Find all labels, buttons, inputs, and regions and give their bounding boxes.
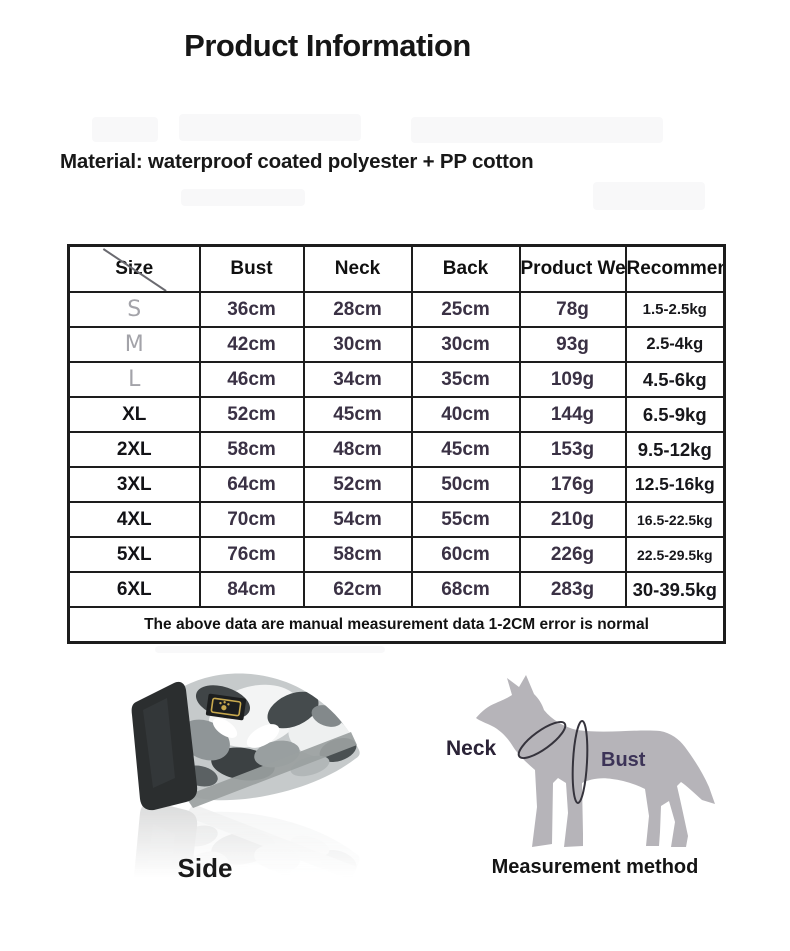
size-cell: 6XL <box>67 571 201 608</box>
size-cell: 4XL <box>67 501 201 538</box>
dog-silhouette <box>476 675 715 847</box>
weight-cell: 176g <box>518 466 627 503</box>
back-cell: 50cm <box>410 466 521 503</box>
faded-watermark <box>181 189 305 206</box>
bust-cell: 52cm <box>198 396 305 433</box>
column-header-neck: Neck <box>302 244 413 293</box>
size-cell: L <box>67 361 201 398</box>
table-row: 5XL 76cm 58cm 60cm 226g 22.5-29.5kg <box>67 536 726 573</box>
neck-cell: 48cm <box>302 431 413 468</box>
neck-cell: 34cm <box>302 361 413 398</box>
recommended-weight-cell: 2.5-4kg <box>624 326 726 363</box>
bust-cell: 42cm <box>198 326 305 363</box>
back-cell: 45cm <box>410 431 521 468</box>
neck-cell: 45cm <box>302 396 413 433</box>
bust-cell: 64cm <box>198 466 305 503</box>
jacket-side-image <box>105 673 395 903</box>
table-header-row: Size Bust Neck Back Product Weight Recom… <box>67 244 726 293</box>
column-header-back: Back <box>410 244 521 293</box>
table-row: S 36cm 28cm 25cm 78g 1.5-2.5kg <box>67 291 726 328</box>
recommended-weight-cell: 6.5-9kg <box>624 396 726 433</box>
recommended-weight-cell: 22.5-29.5kg <box>624 536 726 573</box>
neck-cell: 58cm <box>302 536 413 573</box>
size-cell: 5XL <box>67 536 201 573</box>
weight-cell: 153g <box>518 431 627 468</box>
size-table: Size Bust Neck Back Product Weight Recom… <box>67 244 726 644</box>
column-header-recommended-weight: Recommended Weight <box>624 244 726 293</box>
column-header-product-weight: Product Weight <box>518 244 627 293</box>
neck-label: Neck <box>446 737 497 760</box>
table-row: 6XL 84cm 62cm 68cm 283g 30-39.5kg <box>67 571 726 608</box>
weight-cell: 210g <box>518 501 627 538</box>
size-cell: XL <box>67 396 201 433</box>
neck-cell: 54cm <box>302 501 413 538</box>
back-cell: 40cm <box>410 396 521 433</box>
neck-cell: 30cm <box>302 326 413 363</box>
table-row: 2XL 58cm 48cm 45cm 153g 9.5-12kg <box>67 431 726 468</box>
table-row: M 42cm 30cm 30cm 93g 2.5-4kg <box>67 326 726 363</box>
material-description: Material: waterproof coated polyester + … <box>60 150 534 173</box>
back-cell: 25cm <box>410 291 521 328</box>
table-footnote-row: The above data are manual measurement da… <box>67 606 726 644</box>
column-header-bust: Bust <box>198 244 305 293</box>
column-header-size: Size <box>67 244 201 293</box>
weight-cell: 144g <box>518 396 627 433</box>
table-row: XL 52cm 45cm 40cm 144g 6.5-9kg <box>67 396 726 433</box>
weight-cell: 226g <box>518 536 627 573</box>
recommended-weight-cell: 30-39.5kg <box>624 571 726 608</box>
page-title: Product Information <box>184 28 471 63</box>
weight-cell: 78g <box>518 291 627 328</box>
neck-measure-line <box>517 721 567 759</box>
back-cell: 35cm <box>410 361 521 398</box>
size-cell: 2XL <box>67 431 201 468</box>
weight-cell: 109g <box>518 361 627 398</box>
back-cell: 60cm <box>410 536 521 573</box>
weight-cell: 283g <box>518 571 627 608</box>
size-cell: 3XL <box>67 466 201 503</box>
jacket-brand-label <box>205 693 247 721</box>
dog-measurement-diagram <box>476 675 715 847</box>
back-cell: 30cm <box>410 326 521 363</box>
faded-watermark <box>179 114 361 141</box>
neck-cell: 28cm <box>302 291 413 328</box>
bust-cell: 84cm <box>198 571 305 608</box>
neck-cell: 62cm <box>302 571 413 608</box>
table-row: L 46cm 34cm 35cm 109g 4.5-6kg <box>67 361 726 398</box>
faded-watermark <box>411 117 663 143</box>
bust-cell: 76cm <box>198 536 305 573</box>
back-cell: 55cm <box>410 501 521 538</box>
bust-cell: 58cm <box>198 431 305 468</box>
neck-cell: 52cm <box>302 466 413 503</box>
bust-cell: 36cm <box>198 291 305 328</box>
bust-measure-line <box>571 720 589 804</box>
table-row: 4XL 70cm 54cm 55cm 210g 16.5-22.5kg <box>67 501 726 538</box>
table-footnote: The above data are manual measurement da… <box>67 606 726 644</box>
recommended-weight-cell: 9.5-12kg <box>624 431 726 468</box>
faded-watermark <box>92 117 158 142</box>
back-cell: 68cm <box>410 571 521 608</box>
size-cell: M <box>67 326 201 363</box>
side-view-caption: Side <box>177 853 233 883</box>
measurement-method-caption: Measurement method <box>491 856 699 878</box>
recommended-weight-cell: 12.5-16kg <box>624 466 726 503</box>
faded-watermark <box>155 646 385 653</box>
bust-cell: 70cm <box>198 501 305 538</box>
bust-label: Bust <box>601 749 646 771</box>
faded-watermark <box>593 182 705 210</box>
size-cell: S <box>67 291 201 328</box>
table-row: 3XL 64cm 52cm 50cm 176g 12.5-16kg <box>67 466 726 503</box>
recommended-weight-cell: 4.5-6kg <box>624 361 726 398</box>
recommended-weight-cell: 16.5-22.5kg <box>624 501 726 538</box>
weight-cell: 93g <box>518 326 627 363</box>
jacket-strap <box>185 732 357 808</box>
recommended-weight-cell: 1.5-2.5kg <box>624 291 726 328</box>
bust-cell: 46cm <box>198 361 305 398</box>
